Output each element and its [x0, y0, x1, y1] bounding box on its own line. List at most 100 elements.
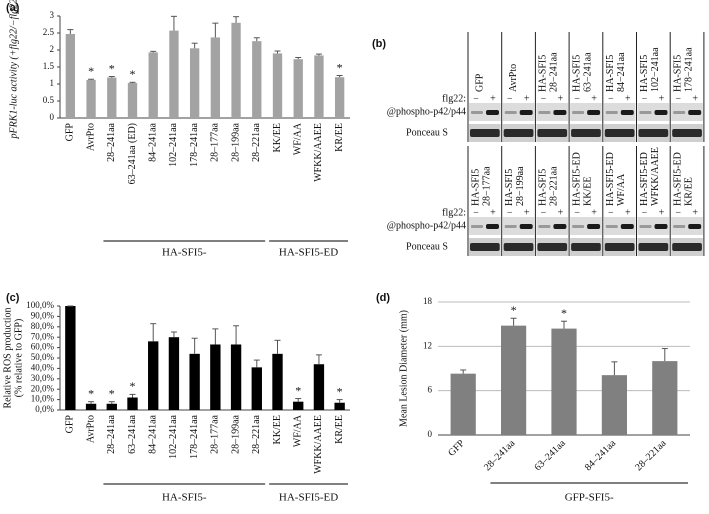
x-tick-label: KR/EE	[334, 123, 345, 152]
minus-sign: −	[541, 207, 547, 218]
x-tick-label: 28–177aa	[210, 122, 221, 161]
plus-sign: +	[558, 93, 564, 104]
y-tick-label: 3	[50, 10, 55, 20]
significance-marker: *	[109, 386, 115, 400]
phospho-blot	[502, 103, 535, 121]
x-tick-label: WF/AA	[293, 414, 304, 447]
bar	[107, 77, 117, 118]
plus-sign: +	[591, 207, 597, 218]
y-tick-label: 2	[50, 44, 55, 54]
phospho-faint	[504, 225, 517, 228]
bar	[148, 341, 159, 410]
plus-sign: +	[659, 207, 665, 218]
loading-label: Ponceau S	[406, 241, 448, 252]
x-tick-label: 63–241aa	[532, 438, 568, 474]
significance-marker: *	[88, 64, 94, 78]
x-tick-label: 28–199aa	[230, 122, 241, 161]
bar	[168, 337, 180, 410]
group-label: HA-SFI5-ED	[279, 247, 338, 259]
phospho-band	[688, 224, 702, 229]
minus-sign: −	[507, 93, 513, 104]
x-tick-label: 84–241aa	[583, 438, 619, 474]
phospho-faint	[572, 111, 585, 114]
x-tick-label: GFP	[446, 438, 467, 459]
x-tick-label: KK/EE	[272, 123, 283, 152]
lane-header: HA-SFI5-ED	[605, 152, 616, 206]
minus-sign: −	[642, 207, 648, 218]
ponceau-band	[571, 129, 601, 137]
plus-sign: +	[591, 93, 597, 104]
significance-marker: *	[337, 384, 343, 398]
x-tick-label: GFP	[65, 123, 76, 142]
y-axis-label: Relative ROS production	[2, 307, 13, 408]
y-tick-label: 0	[428, 429, 433, 439]
ponceau-band	[503, 243, 534, 251]
group-label: HA-SFI5-	[162, 492, 207, 504]
x-tick-label: 102–241aa	[168, 122, 179, 166]
antibody-label: @phospho-p42/p44	[387, 220, 466, 231]
x-tick-label: KK/EE	[272, 415, 283, 444]
x-tick-label: KR/EE	[334, 415, 345, 444]
x-tick-label: AvrPto	[85, 123, 96, 151]
phospho-band	[519, 110, 533, 115]
antibody-label: @phospho-p42/p44	[387, 106, 466, 117]
lane-header: KK/EE	[582, 177, 593, 206]
phospho-band	[587, 224, 601, 229]
lane-header: 84−241aa	[616, 52, 627, 92]
y-tick-label: 0.5	[43, 95, 55, 105]
significance-marker: *	[130, 379, 136, 393]
loading-label: Ponceau S	[406, 127, 448, 138]
y-tick-label: 30,0%	[31, 373, 55, 383]
phospho-blot	[671, 103, 703, 121]
phospho-blot	[637, 217, 670, 235]
bar	[314, 55, 324, 118]
lane-header: 28−199aa	[515, 166, 526, 206]
bar	[334, 402, 345, 410]
panel-label: (c)	[6, 292, 20, 304]
x-tick-label: 102–241aa	[168, 414, 179, 458]
x-tick-label: 178–241aa	[189, 122, 200, 166]
minus-sign: −	[574, 207, 580, 218]
y-tick-label: 0	[50, 112, 55, 122]
y-tick-label: 60,0%	[31, 342, 55, 352]
flg22-label: flg22:	[442, 93, 466, 104]
minus-sign: −	[675, 93, 681, 104]
phospho-blot	[502, 217, 535, 235]
lane-header: HA-SFI5	[639, 55, 650, 92]
phospho-band	[654, 224, 668, 229]
bar	[601, 375, 627, 435]
bar	[210, 344, 221, 410]
phospho-blot	[570, 217, 602, 235]
phospho-faint	[504, 111, 517, 114]
x-tick-label: 84–241aa	[148, 122, 159, 161]
bar	[86, 79, 96, 118]
phospho-band	[486, 110, 499, 115]
minus-sign: −	[574, 93, 580, 104]
bar	[334, 77, 345, 118]
bar	[85, 403, 97, 410]
bar	[252, 41, 262, 118]
lane-header: HA-SFI5	[538, 55, 549, 92]
significance-marker: *	[511, 303, 517, 317]
y-tick-label: 0,0%	[35, 404, 54, 414]
y-tick-label: 90,0%	[31, 310, 55, 320]
bar	[272, 53, 283, 118]
significance-marker: *	[295, 383, 301, 397]
lane-header: HA-SFI5	[504, 169, 515, 206]
ponceau-band	[638, 129, 669, 137]
phospho-blot	[603, 217, 636, 235]
panel-label: (b)	[372, 38, 386, 50]
phospho-faint	[471, 225, 483, 228]
lane-header: HA-SFI5-ED	[571, 152, 582, 206]
phospho-blot	[536, 217, 569, 235]
lane-header: HA-SFI5	[672, 55, 683, 92]
minus-sign: −	[473, 207, 479, 218]
plus-sign: +	[524, 93, 530, 104]
phospho-faint	[572, 225, 585, 228]
group-label: GFP-SFI5-	[565, 492, 614, 504]
y-tick-label: 10,0%	[31, 394, 55, 404]
y-tick-label: 50,0%	[31, 352, 55, 362]
y-axis-label: Mean Lesion Diameter (mm)	[398, 310, 409, 427]
minus-sign: −	[507, 207, 513, 218]
